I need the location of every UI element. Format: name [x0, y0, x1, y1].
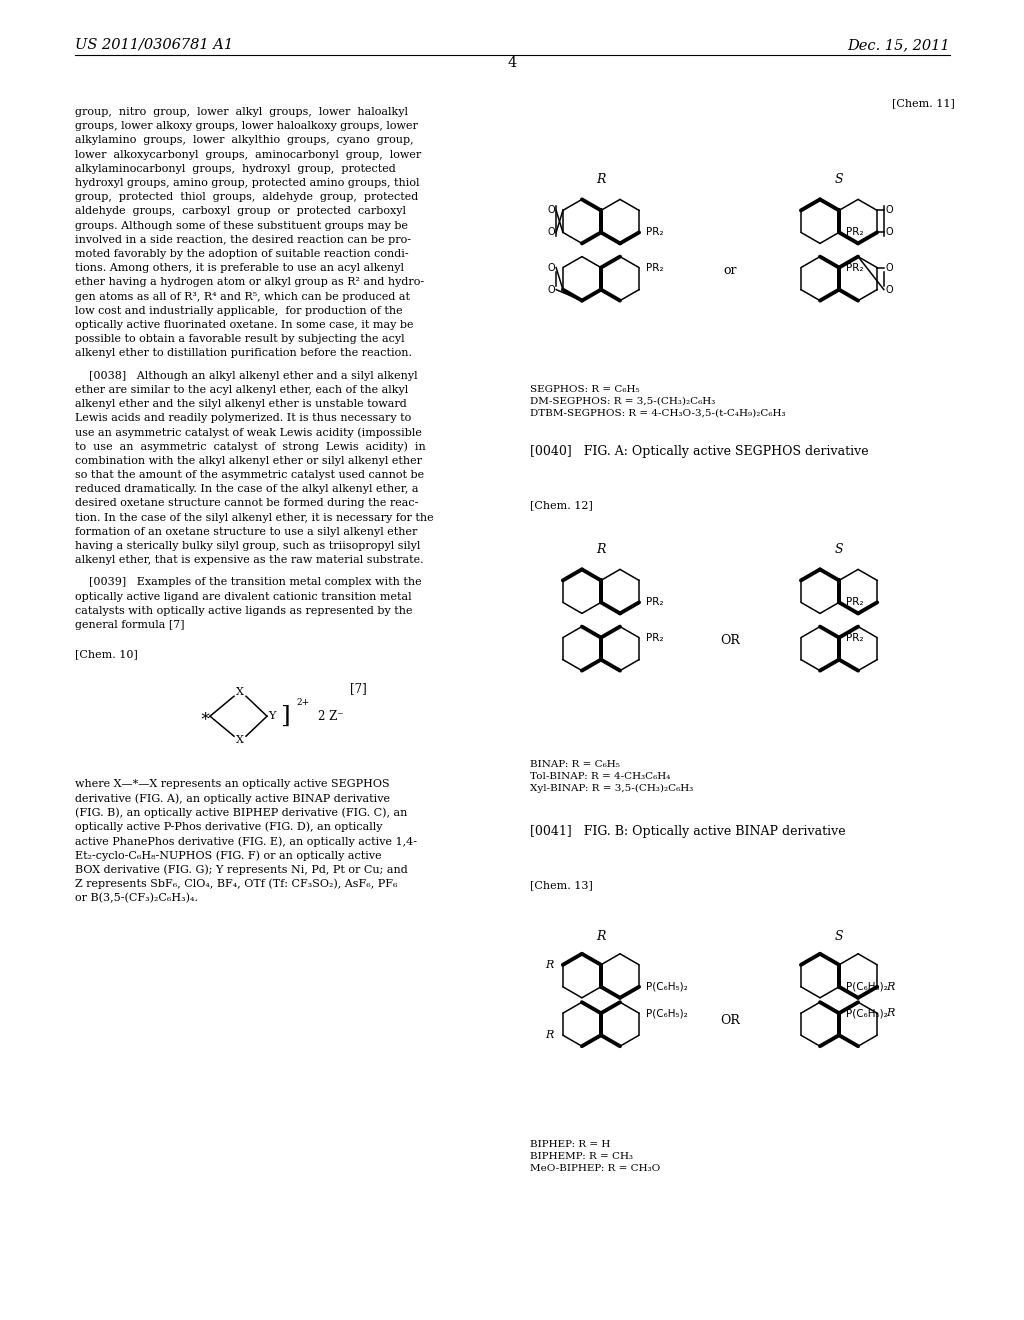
Text: derivative (FIG. A), an optically active BINAP derivative: derivative (FIG. A), an optically active…	[75, 793, 390, 804]
Text: having a sterically bulky silyl group, such as triisopropyl silyl: having a sterically bulky silyl group, s…	[75, 541, 421, 550]
Text: PR₂: PR₂	[646, 598, 664, 607]
Text: so that the amount of the asymmetric catalyst used cannot be: so that the amount of the asymmetric cat…	[75, 470, 424, 480]
Text: low cost and industrially applicable,  for production of the: low cost and industrially applicable, fo…	[75, 306, 402, 315]
Text: S: S	[835, 929, 844, 942]
Text: [0040]   FIG. A: Optically active SEGPHOS derivative: [0040] FIG. A: Optically active SEGPHOS …	[530, 445, 868, 458]
Text: 4: 4	[507, 55, 517, 70]
Text: optically active P-Phos derivative (FIG. D), an optically: optically active P-Phos derivative (FIG.…	[75, 822, 383, 833]
Text: tion. In the case of the silyl alkenyl ether, it is necessary for the: tion. In the case of the silyl alkenyl e…	[75, 512, 433, 523]
Text: tions. Among others, it is preferable to use an acyl alkenyl: tions. Among others, it is preferable to…	[75, 263, 404, 273]
Text: R: R	[596, 543, 605, 556]
Text: use an asymmetric catalyst of weak Lewis acidity (impossible: use an asymmetric catalyst of weak Lewis…	[75, 428, 422, 438]
Text: Lewis acids and readily polymerized. It is thus necessary to: Lewis acids and readily polymerized. It …	[75, 413, 412, 424]
Text: possible to obtain a favorable result by subjecting the acyl: possible to obtain a favorable result by…	[75, 334, 404, 345]
Text: OR: OR	[720, 1014, 740, 1027]
Text: O: O	[885, 227, 893, 238]
Text: alkylaminocarbonyl  groups,  hydroxyl  group,  protected: alkylaminocarbonyl groups, hydroxyl grou…	[75, 164, 395, 174]
Text: P(C₆H₅)₂: P(C₆H₅)₂	[646, 1008, 687, 1018]
Text: where X—*—X represents an optically active SEGPHOS: where X—*—X represents an optically acti…	[75, 779, 389, 789]
Text: P(C₆H₅)₂: P(C₆H₅)₂	[846, 982, 888, 991]
Text: O: O	[885, 285, 893, 294]
Text: [7]: [7]	[350, 682, 367, 696]
Text: R: R	[596, 173, 605, 186]
Text: S: S	[835, 543, 844, 556]
Text: desired oxetane structure cannot be formed during the reac-: desired oxetane structure cannot be form…	[75, 499, 419, 508]
Text: Z represents SbF₆, ClO₄, BF₄, OTf (Tf: CF₃SO₂), AsF₆, PF₆: Z represents SbF₆, ClO₄, BF₄, OTf (Tf: C…	[75, 879, 397, 890]
Text: group,  nitro  group,  lower  alkyl  groups,  lower  haloalkyl: group, nitro group, lower alkyl groups, …	[75, 107, 408, 117]
Text: ]: ]	[281, 705, 290, 727]
Text: PR₂: PR₂	[846, 227, 863, 238]
Text: gen atoms as all of R³, R⁴ and R⁵, which can be produced at: gen atoms as all of R³, R⁴ and R⁵, which…	[75, 292, 410, 301]
Text: PR₂: PR₂	[646, 632, 664, 643]
Text: moted favorably by the adoption of suitable reaction condi-: moted favorably by the adoption of suita…	[75, 249, 409, 259]
Text: Et₂-cyclo-C₆H₈-NUPHOS (FIG. F) or an optically active: Et₂-cyclo-C₆H₈-NUPHOS (FIG. F) or an opt…	[75, 850, 382, 861]
Text: SEGPHOS: R = C₆H₅
DM-SEGPHOS: R = 3,5-(CH₃)₂C₆H₃
DTBM-SEGPHOS: R = 4-CH₃O-3,5-(t: SEGPHOS: R = C₆H₅ DM-SEGPHOS: R = 3,5-(C…	[530, 385, 785, 417]
Text: involved in a side reaction, the desired reaction can be pro-: involved in a side reaction, the desired…	[75, 235, 411, 244]
Text: BOX derivative (FIG. G); Y represents Ni, Pd, Pt or Cu; and: BOX derivative (FIG. G); Y represents Ni…	[75, 865, 408, 875]
Text: [Chem. 10]: [Chem. 10]	[75, 649, 138, 659]
Text: ∗: ∗	[200, 708, 211, 725]
Text: Dec. 15, 2011: Dec. 15, 2011	[848, 38, 950, 51]
Text: O: O	[547, 263, 555, 273]
Text: active PhanePhos derivative (FIG. E), an optically active 1,4-: active PhanePhos derivative (FIG. E), an…	[75, 836, 417, 846]
Text: general formula [7]: general formula [7]	[75, 620, 184, 630]
Text: P(C₆H₅)₂: P(C₆H₅)₂	[646, 982, 687, 991]
Text: [Chem. 11]: [Chem. 11]	[892, 98, 955, 108]
Text: R: R	[886, 982, 894, 991]
Text: US 2011/0306781 A1: US 2011/0306781 A1	[75, 38, 233, 51]
Text: BIPHEP: R = H
BIPHEMP: R = CH₃
MeO-BIPHEP: R = CH₃O: BIPHEP: R = H BIPHEMP: R = CH₃ MeO-BIPHE…	[530, 1140, 660, 1172]
Text: O: O	[547, 285, 555, 294]
Text: ether having a hydrogen atom or alkyl group as R² and hydro-: ether having a hydrogen atom or alkyl gr…	[75, 277, 424, 288]
Text: R: R	[596, 929, 605, 942]
Text: S: S	[835, 173, 844, 186]
Text: [0038]   Although an alkyl alkenyl ether and a silyl alkenyl: [0038] Although an alkyl alkenyl ether a…	[75, 371, 418, 380]
Text: O: O	[547, 227, 555, 238]
Text: OR: OR	[720, 634, 740, 647]
Text: to  use  an  asymmetric  catalyst  of  strong  Lewis  acidity)  in: to use an asymmetric catalyst of strong …	[75, 442, 426, 453]
Text: PR₂: PR₂	[646, 263, 664, 273]
Text: BINAP: R = C₆H₅
Tol-BINAP: R = 4-CH₃C₆H₄
Xyl-BINAP: R = 3,5-(CH₃)₂C₆H₃: BINAP: R = C₆H₅ Tol-BINAP: R = 4-CH₃C₆H₄…	[530, 760, 693, 793]
Text: O: O	[885, 263, 893, 273]
Text: alkylamino  groups,  lower  alkylthio  groups,  cyano  group,: alkylamino groups, lower alkylthio group…	[75, 136, 414, 145]
Text: X: X	[237, 735, 244, 746]
Text: group,  protected  thiol  groups,  aldehyde  group,  protected: group, protected thiol groups, aldehyde …	[75, 193, 418, 202]
Text: [Chem. 12]: [Chem. 12]	[530, 500, 593, 510]
Text: PR₂: PR₂	[846, 598, 863, 607]
Text: R: R	[546, 1030, 554, 1040]
Text: reduced dramatically. In the case of the alkyl alkenyl ether, a: reduced dramatically. In the case of the…	[75, 484, 419, 494]
Text: groups, lower alkoxy groups, lower haloalkoxy groups, lower: groups, lower alkoxy groups, lower haloa…	[75, 121, 418, 131]
Text: groups. Although some of these substituent groups may be: groups. Although some of these substitue…	[75, 220, 408, 231]
Text: X: X	[237, 688, 244, 697]
Text: alkenyl ether to distillation purification before the reaction.: alkenyl ether to distillation purificati…	[75, 348, 412, 359]
Text: PR₂: PR₂	[846, 263, 863, 273]
Text: aldehyde  groups,  carboxyl  group  or  protected  carboxyl: aldehyde groups, carboxyl group or prote…	[75, 206, 406, 216]
Text: (FIG. B), an optically active BIPHEP derivative (FIG. C), an: (FIG. B), an optically active BIPHEP der…	[75, 808, 408, 818]
Text: hydroxyl groups, amino group, protected amino groups, thiol: hydroxyl groups, amino group, protected …	[75, 178, 420, 187]
Text: ether are similar to the acyl alkenyl ether, each of the alkyl: ether are similar to the acyl alkenyl et…	[75, 385, 409, 395]
Text: PR₂: PR₂	[646, 227, 664, 238]
Text: 2+: 2+	[296, 698, 309, 706]
Text: or B(3,5-(CF₃)₂C₆H₃)₄.: or B(3,5-(CF₃)₂C₆H₃)₄.	[75, 892, 198, 903]
Text: optically active ligand are divalent cationic transition metal: optically active ligand are divalent cat…	[75, 591, 412, 602]
Text: catalysts with optically active ligands as represented by the: catalysts with optically active ligands …	[75, 606, 413, 616]
Text: or: or	[723, 264, 736, 276]
Text: O: O	[547, 206, 555, 215]
Text: 2 Z⁻: 2 Z⁻	[318, 710, 344, 722]
Text: combination with the alkyl alkenyl ether or silyl alkenyl ether: combination with the alkyl alkenyl ether…	[75, 455, 422, 466]
Text: [Chem. 13]: [Chem. 13]	[530, 880, 593, 890]
Text: PR₂: PR₂	[846, 632, 863, 643]
Text: P(C₆H₅)₂: P(C₆H₅)₂	[846, 1008, 888, 1018]
Text: formation of an oxetane structure to use a silyl alkenyl ether: formation of an oxetane structure to use…	[75, 527, 418, 537]
Text: alkenyl ether and the silyl alkenyl ether is unstable toward: alkenyl ether and the silyl alkenyl ethe…	[75, 399, 407, 409]
Text: [0041]   FIG. B: Optically active BINAP derivative: [0041] FIG. B: Optically active BINAP de…	[530, 825, 846, 838]
Text: lower  alkoxycarbonyl  groups,  aminocarbonyl  group,  lower: lower alkoxycarbonyl groups, aminocarbon…	[75, 149, 421, 160]
Text: R: R	[886, 1008, 894, 1018]
Text: O: O	[885, 206, 893, 215]
Text: [0039]   Examples of the transition metal complex with the: [0039] Examples of the transition metal …	[75, 577, 422, 587]
Text: optically active fluorinated oxetane. In some case, it may be: optically active fluorinated oxetane. In…	[75, 319, 414, 330]
Text: R: R	[546, 960, 554, 970]
Text: Y: Y	[268, 711, 275, 721]
Text: alkenyl ether, that is expensive as the raw material substrate.: alkenyl ether, that is expensive as the …	[75, 556, 424, 565]
